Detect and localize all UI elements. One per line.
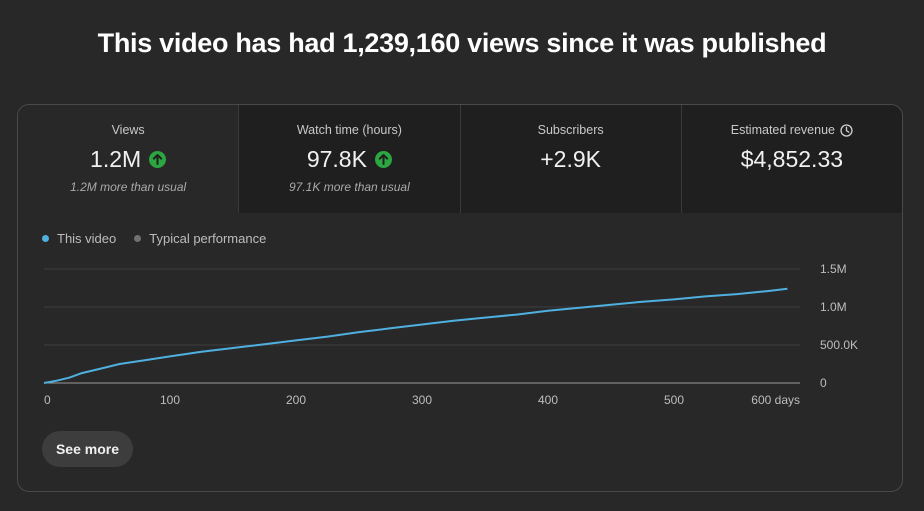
x-tick-label: 100 (160, 393, 180, 407)
legend-item-typical-performance[interactable]: Typical performance (134, 231, 266, 246)
tab-title: Views (111, 123, 145, 137)
legend-label: This video (57, 231, 117, 246)
y-tick-label: 1.0M (820, 300, 847, 314)
x-tick-label: 0 (44, 393, 51, 407)
tab-subtext: 97.1K more than usual (289, 180, 410, 194)
tab-value: 97.8K (239, 146, 459, 173)
x-tick-label: 600 days (751, 393, 800, 407)
tab-subscribers[interactable]: Subscribers +2.9K (460, 105, 682, 213)
clock-icon (840, 123, 853, 137)
y-tick-label: 0 (820, 376, 827, 390)
y-tick-label: 500.0K (820, 338, 858, 352)
page-headline: This video has had 1,239,160 views since… (97, 28, 827, 58)
tab-title: Estimated revenue (682, 123, 902, 137)
tab-title: Subscribers (537, 123, 604, 137)
tab-title: Watch time (hours) (296, 123, 402, 137)
metric-tabs: Views 1.2M 1.2M more than usual Watch ti… (18, 105, 902, 213)
tab-value: $4,852.33 (740, 146, 844, 172)
tab-subtext: 1.2M more than usual (70, 180, 187, 194)
tab-watch-time[interactable]: Watch time (hours) 97.8K 97.1K more than… (239, 105, 461, 213)
tab-views[interactable]: Views 1.2M 1.2M more than usual (18, 105, 240, 213)
x-tick-label: 300 (412, 393, 432, 407)
views-line-chart: 0 500.0K 1.0M 1.5M 0 100 200 300 400 500 600 days (43, 262, 858, 407)
legend-dot-icon (42, 235, 49, 242)
x-tick-label: 400 (538, 393, 558, 407)
legend-label: Typical performance (149, 231, 267, 246)
legend-dot-icon (134, 235, 142, 242)
trend-up-icon (149, 151, 167, 168)
analytics-card: Views 1.2M 1.2M more than usual Watch ti… (17, 104, 903, 492)
legend-item-this-video[interactable]: This video (42, 231, 116, 246)
chart-legend: This video Typical performance (42, 231, 266, 246)
tab-estimated-revenue[interactable]: Estimated revenue $4,852.33 (681, 105, 902, 213)
y-tick-label: 1.5M (820, 262, 847, 276)
tab-value: +2.9K (540, 146, 601, 172)
tab-value: 1.2M (18, 146, 238, 173)
trend-up-icon (374, 151, 392, 168)
x-tick-label: 200 (286, 393, 306, 407)
see-more-button[interactable]: See more (42, 431, 133, 467)
series-line-this-video[interactable] (43, 287, 788, 384)
x-tick-label: 500 (664, 393, 684, 407)
